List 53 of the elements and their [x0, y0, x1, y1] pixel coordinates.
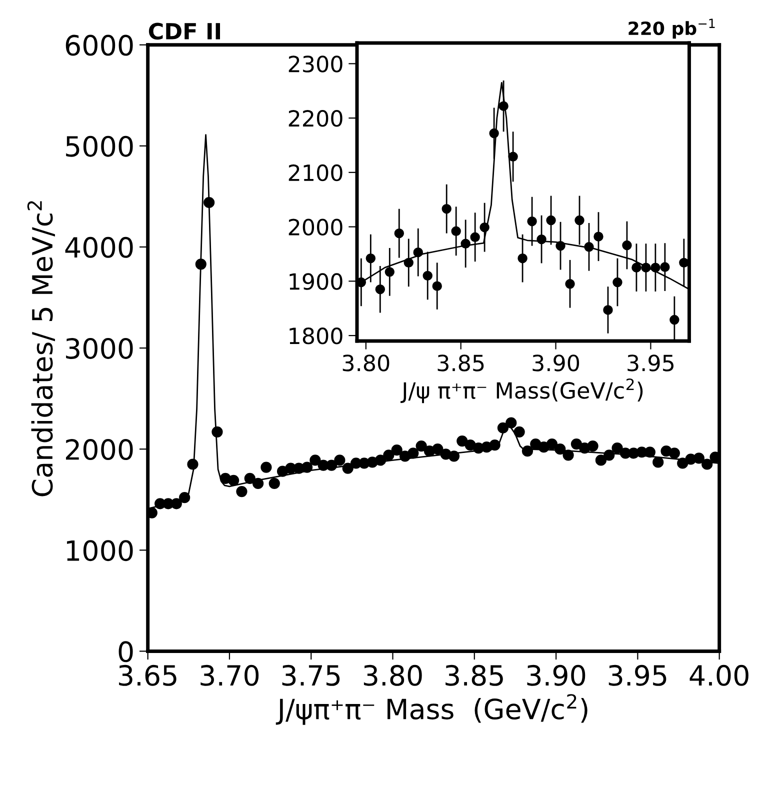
x-tick-label: 3.90 [532, 354, 580, 372]
x-tick-label: 3.95 [608, 664, 666, 686]
x-tick-label: 3.75 [282, 664, 340, 686]
point [422, 270, 432, 281]
point [394, 228, 404, 238]
point [603, 305, 613, 315]
y-tick-label: 6000 [66, 34, 133, 56]
point [660, 262, 670, 272]
y-tick-label: 4000 [65, 236, 133, 258]
point [518, 253, 528, 264]
point [622, 240, 632, 250]
point [442, 204, 452, 214]
y-tick-label: 2300 [288, 56, 342, 72]
point [546, 215, 556, 226]
x-tick-label: 3.85 [446, 664, 503, 686]
y-tick-label: 1800 [290, 328, 342, 344]
y-tick-label: 0 [118, 641, 133, 662]
y-tick-label: 2000 [288, 218, 342, 236]
point [527, 216, 537, 226]
x-tick-label: 3.95 [628, 354, 674, 372]
y-tick-label: 2000 [66, 439, 133, 460]
point [612, 277, 622, 288]
x-tick-label: 3.70 [200, 664, 259, 686]
x-tick-label: 3.90 [527, 664, 586, 686]
y-tick-label: 2200 [288, 110, 342, 127]
point [565, 279, 575, 289]
point [508, 152, 518, 162]
y-tick-label: 1000 [66, 540, 133, 562]
point [384, 267, 395, 277]
point [670, 314, 680, 325]
x-tick-label: 3.65 [119, 664, 176, 686]
x-axis-title: J/ψπ⁺π⁻ Mass (GeV/c$^{2}$) [276, 694, 588, 725]
point [470, 232, 480, 242]
x-axis-title: J/ψ π⁺π⁻ Mass(GeV/c$^{2}$) [400, 378, 643, 404]
point [375, 284, 386, 294]
point [594, 232, 604, 242]
text: 220 pb$^{−1}$ [628, 18, 715, 39]
point [574, 215, 584, 226]
x-tick-label: 3.85 [438, 354, 484, 372]
y-axis-title: Candidates/ 5 MeV/c$^{2}$ [27, 201, 55, 496]
x-tick-label: 3.80 [342, 354, 390, 372]
point [632, 262, 642, 272]
chart-title: CDF II [148, 22, 220, 40]
point [679, 258, 689, 268]
y-tick-label: 2100 [288, 164, 342, 182]
point [451, 226, 461, 236]
y-tick-label: 5000 [66, 136, 133, 157]
x-tick-label: 3.80 [364, 664, 422, 686]
point [432, 281, 442, 291]
x-tick-label: 4.00 [690, 664, 748, 686]
y-tick-label: 1900 [290, 273, 342, 290]
point [366, 253, 376, 264]
y-tick-label: 3000 [66, 338, 133, 359]
